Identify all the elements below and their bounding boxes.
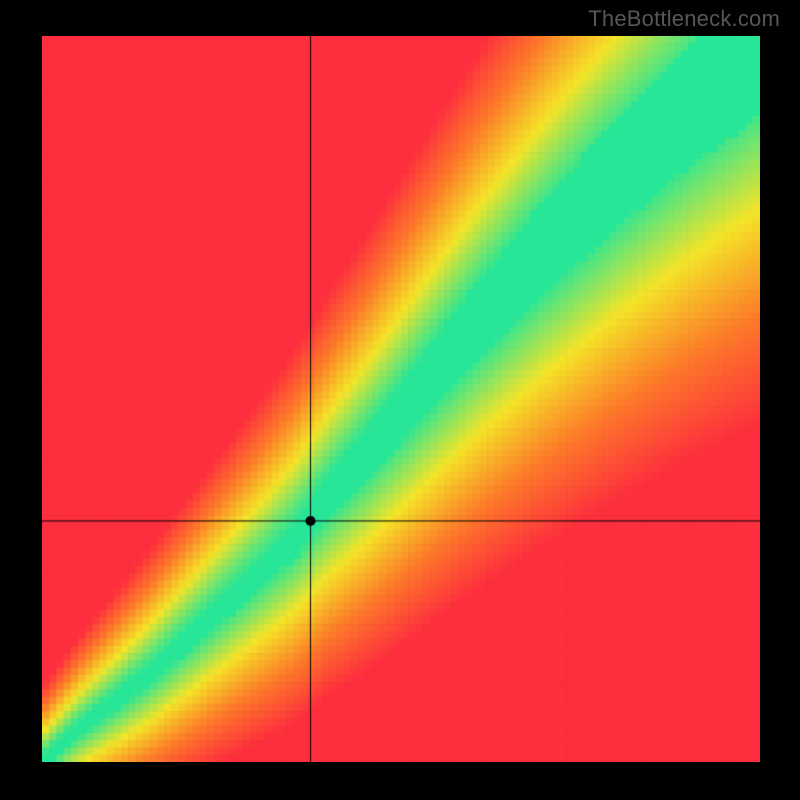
chart-container: { "watermark": { "text": "TheBottleneck.…	[0, 0, 800, 800]
heatmap-canvas	[42, 36, 760, 762]
watermark-text: TheBottleneck.com	[588, 6, 780, 32]
